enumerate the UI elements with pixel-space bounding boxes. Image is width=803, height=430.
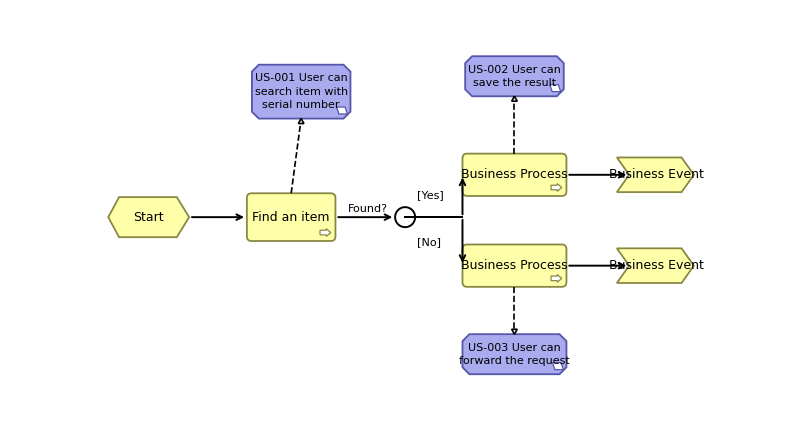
Text: [No]: [No]	[416, 237, 440, 248]
Polygon shape	[511, 96, 516, 101]
Polygon shape	[251, 64, 350, 119]
Text: Business Process: Business Process	[461, 168, 567, 181]
Polygon shape	[550, 274, 561, 282]
Text: Business Event: Business Event	[609, 168, 703, 181]
Text: [Yes]: [Yes]	[416, 190, 443, 200]
FancyBboxPatch shape	[247, 193, 335, 241]
Polygon shape	[511, 329, 516, 334]
Polygon shape	[552, 362, 563, 370]
Text: US-003 User can
forward the request: US-003 User can forward the request	[459, 343, 569, 366]
Polygon shape	[616, 157, 693, 192]
Text: US-001 User can
search item with
serial number: US-001 User can search item with serial …	[255, 74, 348, 110]
Text: Found?: Found?	[348, 204, 388, 215]
Text: Start: Start	[133, 211, 164, 224]
Polygon shape	[320, 229, 330, 237]
Circle shape	[394, 207, 414, 227]
FancyBboxPatch shape	[462, 245, 566, 287]
FancyBboxPatch shape	[462, 154, 566, 196]
Polygon shape	[549, 85, 560, 92]
Polygon shape	[462, 334, 566, 374]
Polygon shape	[550, 184, 561, 191]
Polygon shape	[298, 119, 304, 123]
Polygon shape	[108, 197, 189, 237]
Text: Business Process: Business Process	[461, 259, 567, 272]
Polygon shape	[616, 249, 693, 283]
Polygon shape	[336, 107, 347, 114]
Polygon shape	[465, 56, 563, 96]
Text: US-002 User can
save the result: US-002 User can save the result	[467, 64, 560, 88]
Text: Business Event: Business Event	[609, 259, 703, 272]
Text: Find an item: Find an item	[252, 211, 329, 224]
